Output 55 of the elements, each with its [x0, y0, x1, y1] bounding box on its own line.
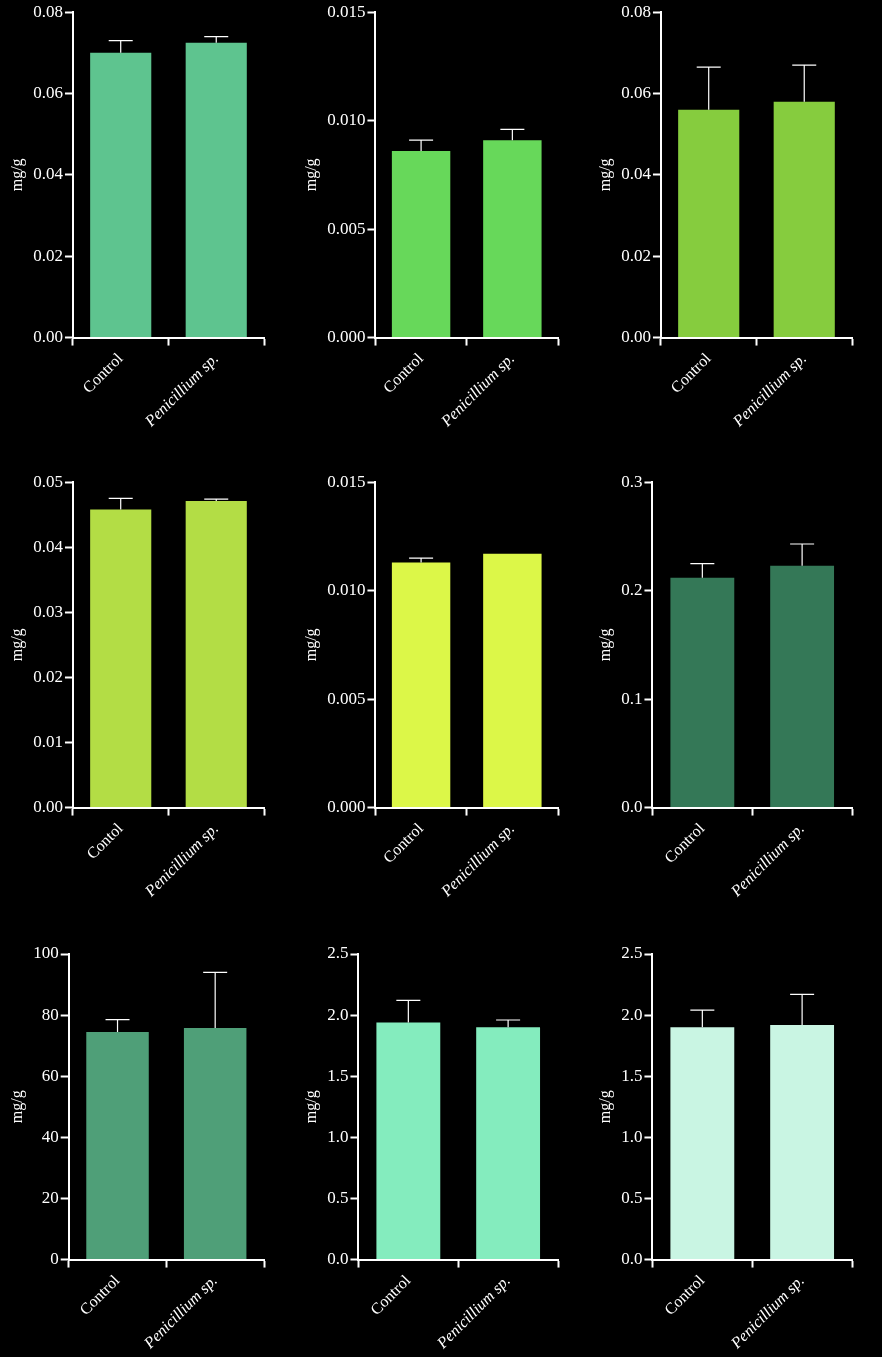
- y-tick-label: 0.06: [33, 83, 63, 103]
- y-tick-label: 0.005: [327, 218, 366, 238]
- y-tick-label: 100: [33, 943, 59, 963]
- y-axis-title: mg/g: [301, 158, 320, 192]
- y-tick-label: 0: [50, 1249, 59, 1269]
- y-tick-label: 0.010: [327, 110, 366, 130]
- y-tick-label: 0.1: [621, 688, 643, 708]
- y-tick-label: 0.005: [327, 688, 366, 708]
- y-tick-label: 0.04: [33, 536, 64, 556]
- y-tick-label: 0.00: [33, 797, 63, 817]
- y-tick-label: 1.0: [621, 1126, 643, 1146]
- y-tick-label: 0.015: [327, 471, 366, 491]
- y-tick-label: 0.5: [327, 1187, 349, 1207]
- y-axis-title: mg/g: [7, 1090, 26, 1124]
- y-tick-label: 0.00: [33, 327, 63, 347]
- y-tick-label: 0.01: [33, 731, 63, 751]
- y-tick-label: 2.5: [621, 943, 643, 963]
- y-tick-label: 0.0: [327, 1249, 349, 1269]
- y-tick-label: 0.0: [621, 797, 643, 817]
- y-tick-label: 0.5: [621, 1187, 643, 1207]
- y-axis-title: mg/g: [7, 628, 26, 662]
- y-tick-label: 0.0: [621, 1249, 643, 1269]
- y-tick-label: 80: [41, 1004, 59, 1024]
- y-tick-label: 0.04: [621, 164, 652, 184]
- y-tick-label: 0.000: [327, 327, 366, 347]
- y-tick-label: 0.015: [327, 1, 366, 21]
- y-tick-label: 0.08: [33, 1, 63, 21]
- y-axis-title: mg/g: [301, 1090, 320, 1124]
- y-tick-label: 2.5: [327, 943, 349, 963]
- y-axis-title: mg/g: [595, 158, 614, 192]
- y-tick-label: 1.5: [327, 1065, 349, 1085]
- y-tick-label: 0.02: [33, 245, 63, 265]
- y-tick-label: 0.05: [33, 471, 63, 491]
- y-tick-label: 0.000: [327, 797, 366, 817]
- y-tick-label: 0.06: [621, 83, 651, 103]
- y-axis-title: mg/g: [7, 158, 26, 192]
- y-tick-label: 2.0: [327, 1004, 349, 1024]
- y-axis-title: mg/g: [301, 628, 320, 662]
- y-tick-label: 0.010: [327, 580, 366, 600]
- y-tick-label: 0.00: [621, 327, 651, 347]
- y-tick-label: 0.3: [621, 471, 643, 491]
- y-tick-label: 0.02: [33, 666, 63, 686]
- y-tick-label: 0.08: [621, 1, 651, 21]
- y-tick-label: 40: [41, 1126, 59, 1146]
- y-tick-label: 2.0: [621, 1004, 643, 1024]
- y-axis-title: mg/g: [595, 628, 614, 662]
- y-tick-label: 60: [41, 1065, 59, 1085]
- y-tick-label: 20: [41, 1187, 59, 1207]
- y-tick-label: 1.5: [621, 1065, 643, 1085]
- y-axis-title: mg/g: [595, 1090, 614, 1124]
- y-tick-label: 0.03: [33, 601, 63, 621]
- y-tick-label: 0.2: [621, 580, 643, 600]
- y-tick-label: 0.04: [33, 164, 64, 184]
- y-tick-label: 0.02: [621, 245, 651, 265]
- y-tick-label: 1.0: [327, 1126, 349, 1146]
